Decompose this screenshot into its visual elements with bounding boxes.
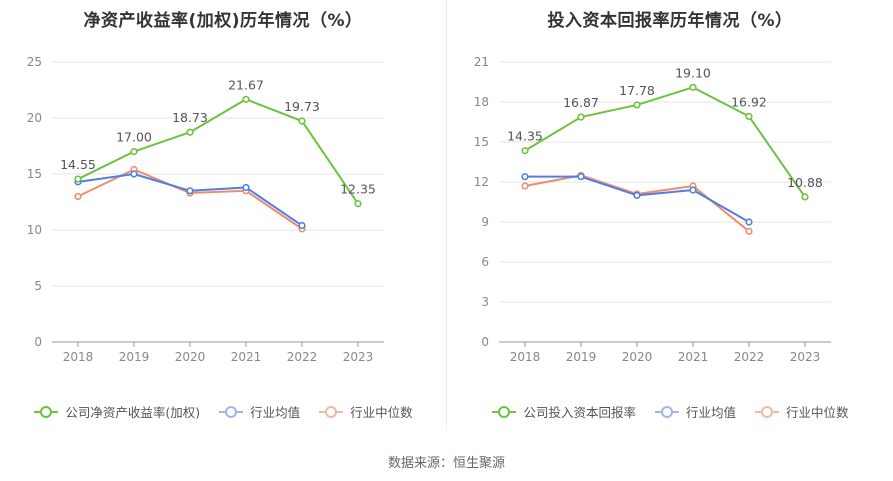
data-label: 16.87 [563,95,599,110]
data-label: 12.35 [340,182,376,197]
series-line-median [77,168,303,230]
data-point-median [521,182,529,190]
x-tick-label: 2018 [510,350,541,364]
legend-item-industry-avg[interactable]: 行业均值 [218,402,300,421]
y-tick-label: 20 [27,111,42,125]
data-point-company [801,193,809,201]
data-label: 14.55 [60,157,96,172]
data-label: 14.35 [507,129,543,144]
y-tick-label: 0 [481,335,489,349]
x-tick-label: 2021 [231,350,262,364]
legend-item-industry-avg[interactable]: 行业均值 [654,402,736,421]
legend-label-industry-avg: 行业均值 [685,405,736,420]
y-tick-label: 9 [481,215,489,229]
data-point-median [74,192,82,200]
legend-label-company-roe: 公司净资产收益率(加权) [65,405,201,420]
series-line-avg [77,173,303,227]
x-tick-label: 2020 [175,350,206,364]
roe-chart-plot: 0 5 10 15 20 25 2018 2019 2020 2021 2022 2023 14.55 1… [27,55,384,364]
y-tick-label: 6 [481,255,489,269]
y-tick-label: 10 [27,223,42,237]
data-point-avg [130,170,138,178]
data-point-company [745,112,753,120]
data-label: 10.88 [787,175,823,190]
roe-chart-title: 净资产收益率(加权)历年情况（%） [83,11,363,31]
series-line-avg [525,175,750,223]
x-tick-label: 2020 [622,350,653,364]
data-label: 17.00 [116,130,152,145]
series-line-company [524,86,806,198]
roic-chart-legend: 公司投入资本回报率 行业均值 行业中位数 [447,402,893,421]
data-source-note: 数据来源：恒生聚源 [387,456,505,471]
legend-marker-median [319,405,344,418]
legend-label-industry-median: 行业中位数 [350,405,413,420]
data-point-company [242,95,250,103]
y-tick-label: 25 [27,55,42,69]
data-point-company [521,147,529,155]
data-point-company [186,128,194,136]
legend-item-industry-median[interactable]: 行业中位数 [318,402,413,421]
legend-label-industry-avg: 行业均值 [250,405,301,420]
roe-chart-panel: 净资产收益率(加权)历年情况（%） 0 5 10 15 20 25 2018 2019 2020… [0,0,446,430]
legend-item-company-roic[interactable]: 公司投入资本回报率 [491,402,636,421]
data-point-avg [577,173,585,181]
legend-marker-avg [654,405,679,418]
data-label: 19.73 [284,99,320,114]
x-tick-label: 2021 [678,350,709,364]
x-tick-label: 2019 [119,350,150,364]
data-point-avg [242,183,250,192]
x-tick-label: 2023 [790,350,821,364]
data-label: 17.78 [619,83,655,98]
x-tick-label: 2018 [63,350,94,364]
data-point-avg [298,221,306,230]
legend-marker-median [755,405,779,418]
roic-chart-panel: 投入资本回报率历年情况（%） 0 3 6 9 12 15 18 21 2018 2019 2020 2… [447,0,893,430]
roe-chart-legend: 公司净资产收益率(加权) 行业均值 行业中位数 [0,402,446,421]
x-tick-label: 2023 [343,350,374,364]
y-tick-label: 5 [34,279,42,293]
legend-item-company-roe[interactable]: 公司净资产收益率(加权) [33,402,200,421]
data-point-avg [186,187,194,195]
y-tick-label: 3 [481,295,489,309]
data-point-company [354,200,362,208]
panel-divider [446,0,447,430]
legend-label-company-roic: 公司投入资本回报率 [523,405,636,420]
legend-marker-avg [219,405,244,418]
y-tick-label: 18 [474,95,489,109]
data-point-avg [745,218,753,226]
y-tick-label: 15 [27,167,42,181]
data-point-company [633,101,641,109]
data-point-company [130,148,138,156]
y-tick-label: 12 [474,175,489,189]
x-tick-label: 2019 [566,350,597,364]
roic-chart-title: 投入资本回报率历年情况（%） [547,11,793,31]
data-label: 21.67 [228,77,264,92]
data-point-avg [689,186,697,194]
legend-marker-company [34,405,59,418]
data-point-company [298,117,306,125]
roic-chart-plot: 0 3 6 9 12 15 18 21 2018 2019 2020 2021 2022 2023 14.3… [474,55,831,364]
data-label: 16.92 [731,94,767,109]
data-label: 18.73 [172,110,208,125]
legend-label-industry-median: 行业中位数 [786,405,849,420]
legend-marker-company [492,405,517,418]
data-point-median [745,227,753,235]
y-tick-label: 15 [474,135,489,149]
data-point-company [577,113,585,121]
y-tick-label: 0 [34,335,42,349]
data-point-avg [633,191,641,199]
x-tick-label: 2022 [734,350,765,364]
series-line-company [77,98,359,205]
y-tick-label: 21 [474,55,489,69]
data-point-company [689,83,697,91]
data-point-company [74,175,82,183]
data-label: 19.10 [675,65,711,80]
data-point-avg [521,173,529,181]
x-tick-label: 2022 [287,350,318,364]
legend-item-industry-median[interactable]: 行业中位数 [754,402,849,421]
